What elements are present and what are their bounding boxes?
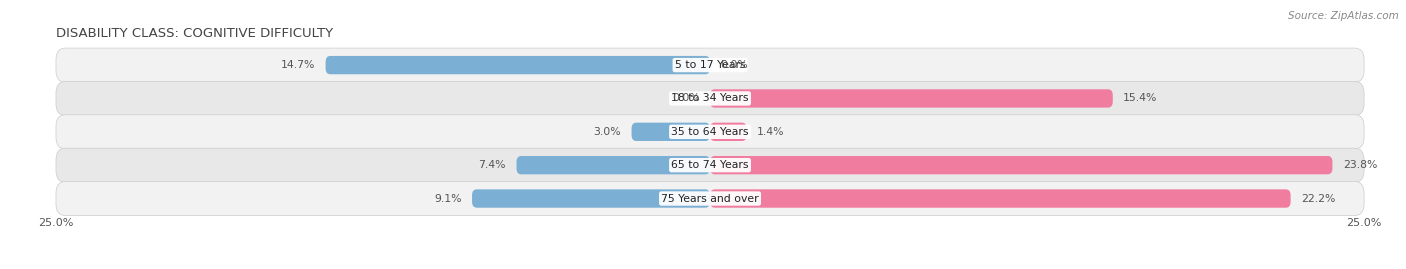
FancyBboxPatch shape <box>710 156 1333 174</box>
FancyBboxPatch shape <box>710 189 1291 208</box>
Text: 5 to 17 Years: 5 to 17 Years <box>675 60 745 70</box>
Text: 1.4%: 1.4% <box>756 127 785 137</box>
FancyBboxPatch shape <box>472 189 710 208</box>
FancyBboxPatch shape <box>710 89 1112 108</box>
FancyBboxPatch shape <box>516 156 710 174</box>
Text: 9.1%: 9.1% <box>434 193 461 204</box>
Text: 3.0%: 3.0% <box>593 127 621 137</box>
FancyBboxPatch shape <box>56 148 1364 182</box>
Text: DISABILITY CLASS: COGNITIVE DIFFICULTY: DISABILITY CLASS: COGNITIVE DIFFICULTY <box>56 27 333 40</box>
Text: 18 to 34 Years: 18 to 34 Years <box>671 93 749 104</box>
Text: 7.4%: 7.4% <box>478 160 506 170</box>
Text: 23.8%: 23.8% <box>1343 160 1378 170</box>
Text: 0.0%: 0.0% <box>720 60 748 70</box>
Text: 65 to 74 Years: 65 to 74 Years <box>671 160 749 170</box>
FancyBboxPatch shape <box>326 56 710 74</box>
Text: Source: ZipAtlas.com: Source: ZipAtlas.com <box>1288 11 1399 21</box>
Text: 0.0%: 0.0% <box>672 93 700 104</box>
FancyBboxPatch shape <box>631 123 710 141</box>
Text: 75 Years and over: 75 Years and over <box>661 193 759 204</box>
Text: 14.7%: 14.7% <box>281 60 315 70</box>
Text: 35 to 64 Years: 35 to 64 Years <box>671 127 749 137</box>
Text: 22.2%: 22.2% <box>1301 193 1336 204</box>
FancyBboxPatch shape <box>56 182 1364 215</box>
FancyBboxPatch shape <box>710 123 747 141</box>
FancyBboxPatch shape <box>56 115 1364 149</box>
FancyBboxPatch shape <box>56 48 1364 82</box>
FancyBboxPatch shape <box>56 82 1364 115</box>
Text: 15.4%: 15.4% <box>1123 93 1157 104</box>
